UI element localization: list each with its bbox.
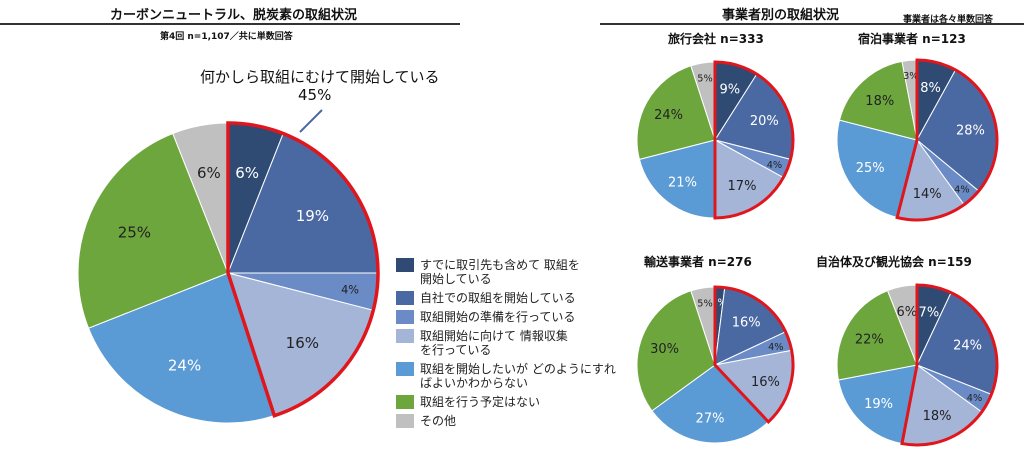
- pie-title-lodging: 宿泊事業者 n=123: [858, 32, 966, 46]
- data-label: 22%: [855, 332, 884, 347]
- pie-slice: [838, 60, 918, 141]
- legend-swatch: [396, 414, 414, 428]
- callout-text: 何かしら取組にむけて開始している: [200, 68, 440, 86]
- data-label: 9%: [719, 83, 740, 98]
- pie-slice: [636, 65, 716, 161]
- highlight-outline: [713, 285, 795, 424]
- data-label: 17%: [728, 179, 757, 194]
- right-note: 事業者は各々単数回答: [903, 15, 994, 25]
- data-label: 18%: [865, 94, 894, 109]
- legend-label: 取組開始の準備を行っている: [420, 310, 576, 324]
- highlight-outline: [900, 283, 999, 447]
- pie-slice: [836, 289, 918, 381]
- data-label: 4%: [967, 393, 982, 404]
- data-label: 18%: [923, 409, 952, 424]
- data-label: 14%: [913, 187, 942, 202]
- highlight-outline: [713, 60, 795, 220]
- data-label: 16%: [286, 334, 319, 352]
- legend-label: 自社での取組を開始している: [420, 291, 576, 305]
- pie-slice: [836, 119, 918, 219]
- legend-item: 自社での取組を開始している: [396, 291, 620, 305]
- data-label: 5%: [697, 73, 712, 84]
- callout-value: 45%: [298, 86, 332, 104]
- data-label: 4%: [767, 160, 782, 171]
- legend-swatch: [396, 258, 414, 272]
- data-label: 25%: [856, 161, 885, 176]
- pie-slice: [638, 139, 716, 219]
- legend-label: すでに取引先も含めて 取組を開始している: [420, 258, 580, 286]
- highlight-outline: [226, 121, 380, 418]
- data-label: 6%: [235, 164, 259, 182]
- data-label: 7%: [919, 305, 940, 320]
- data-label: 21%: [668, 175, 697, 190]
- data-label: 8%: [920, 81, 941, 96]
- legend-swatch: [396, 310, 414, 324]
- data-label: 19%: [296, 207, 329, 225]
- legend-item: その他: [396, 414, 620, 428]
- data-label: 20%: [750, 114, 779, 129]
- legend-label: 取組を行う予定はない: [420, 395, 541, 409]
- pie-slice: [636, 290, 716, 412]
- data-label: 3%: [903, 71, 918, 82]
- legend: すでに取引先も含めて 取組を開始している 自社での取組を開始している 取組開始の…: [396, 258, 620, 433]
- left-divider: [0, 23, 460, 25]
- pie-title-transport: 輸送事業者 n=276: [644, 255, 752, 269]
- data-label: 16%: [751, 375, 780, 390]
- data-label: 2%: [711, 298, 726, 309]
- data-label: 4%: [768, 342, 783, 353]
- right-divider: [600, 23, 1024, 25]
- data-label: 6%: [197, 164, 221, 182]
- data-label: 5%: [697, 298, 712, 309]
- legend-item: 取組開始の準備を行っている: [396, 310, 620, 324]
- pie-title-municipal: 自治体及び観光協会 n=159: [816, 255, 972, 269]
- legend-item: 取組を行う予定はない: [396, 395, 620, 409]
- legend-swatch: [396, 362, 414, 376]
- data-label: 24%: [168, 357, 201, 375]
- legend-swatch: [396, 329, 414, 343]
- data-label: 24%: [654, 108, 683, 123]
- data-label: 30%: [650, 342, 679, 357]
- data-label: 27%: [696, 411, 725, 426]
- pie-title-travel: 旅行会社 n=333: [668, 32, 764, 46]
- pie-slice: [651, 364, 770, 444]
- legend-label: 取組を開始したいが どのようにすればよいかわからない: [420, 362, 616, 390]
- data-label: 4%: [341, 284, 359, 297]
- legend-swatch: [396, 291, 414, 305]
- legend-label: 取組開始に向けて 情報収集を行っている: [420, 329, 568, 357]
- legend-item: 取組を開始したいが どのようにすればよいかわからない: [396, 362, 620, 390]
- left-title: カーボンニュートラル、脱炭素の取組状況: [110, 8, 358, 23]
- legend-item: すでに取引先も含めて 取組を開始している: [396, 258, 620, 286]
- right-title: 事業者別の取組状況: [722, 8, 840, 23]
- pie-slice: [837, 364, 918, 445]
- legend-label: その他: [420, 414, 457, 428]
- pie-slice: [87, 272, 275, 424]
- data-label: 25%: [118, 224, 151, 242]
- data-label: 19%: [864, 397, 893, 412]
- legend-item: 取組開始に向けて 情報収集を行っている: [396, 329, 620, 357]
- data-label: 28%: [956, 123, 985, 138]
- callout-pointer: [299, 109, 323, 133]
- legend-swatch: [396, 395, 414, 409]
- pie-slice: [77, 132, 229, 329]
- data-label: 24%: [953, 339, 982, 354]
- data-label: 6%: [896, 305, 917, 320]
- data-label: 4%: [954, 184, 969, 195]
- highlight-outline: [895, 58, 999, 222]
- left-subtitle: 第4回 n=1,107／共に単数回答: [160, 32, 293, 42]
- data-label: 16%: [732, 316, 761, 331]
